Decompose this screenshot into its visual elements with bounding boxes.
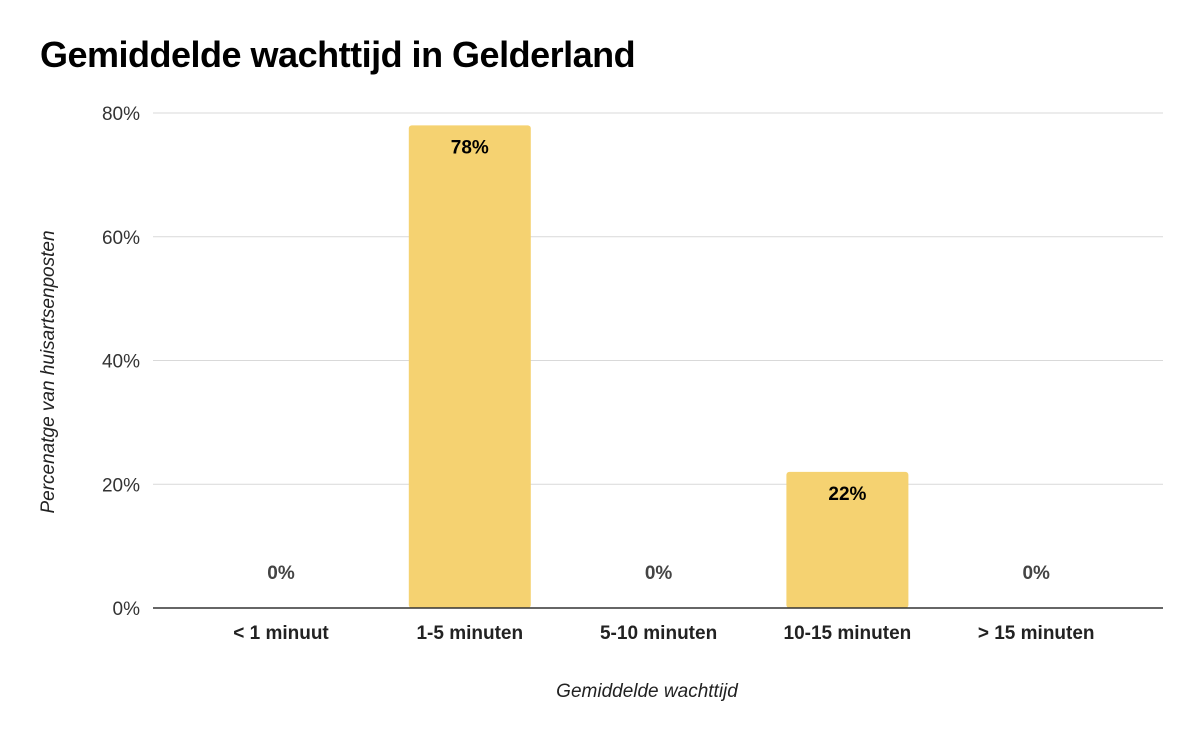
data-label: 22% xyxy=(828,484,866,505)
y-tick-label: 60% xyxy=(102,228,140,249)
chart-title: Gemiddelde wachttijd in Gelderland xyxy=(40,34,636,75)
y-tick-label: 40% xyxy=(102,352,140,373)
data-label: 0% xyxy=(267,563,295,584)
x-tick-label: 1-5 minuten xyxy=(416,623,523,644)
x-axis-label: Gemiddelde wachttijd xyxy=(556,681,739,702)
y-axis-label: Percenatge van huisartsenposten xyxy=(38,230,59,513)
data-label: 0% xyxy=(1022,563,1050,584)
x-tick-label: 5-10 minuten xyxy=(600,623,717,644)
data-label: 0% xyxy=(645,563,673,584)
data-label: 78% xyxy=(451,137,489,158)
x-tick-label: 10-15 minuten xyxy=(784,623,912,644)
bar xyxy=(408,125,531,608)
x-tick-label: > 15 minuten xyxy=(978,623,1095,644)
x-tick-label: < 1 minuut xyxy=(233,623,329,644)
y-tick-label: 80% xyxy=(102,104,140,125)
bar xyxy=(786,471,909,608)
y-tick-label: 0% xyxy=(113,599,141,620)
y-tick-label: 20% xyxy=(102,475,140,496)
